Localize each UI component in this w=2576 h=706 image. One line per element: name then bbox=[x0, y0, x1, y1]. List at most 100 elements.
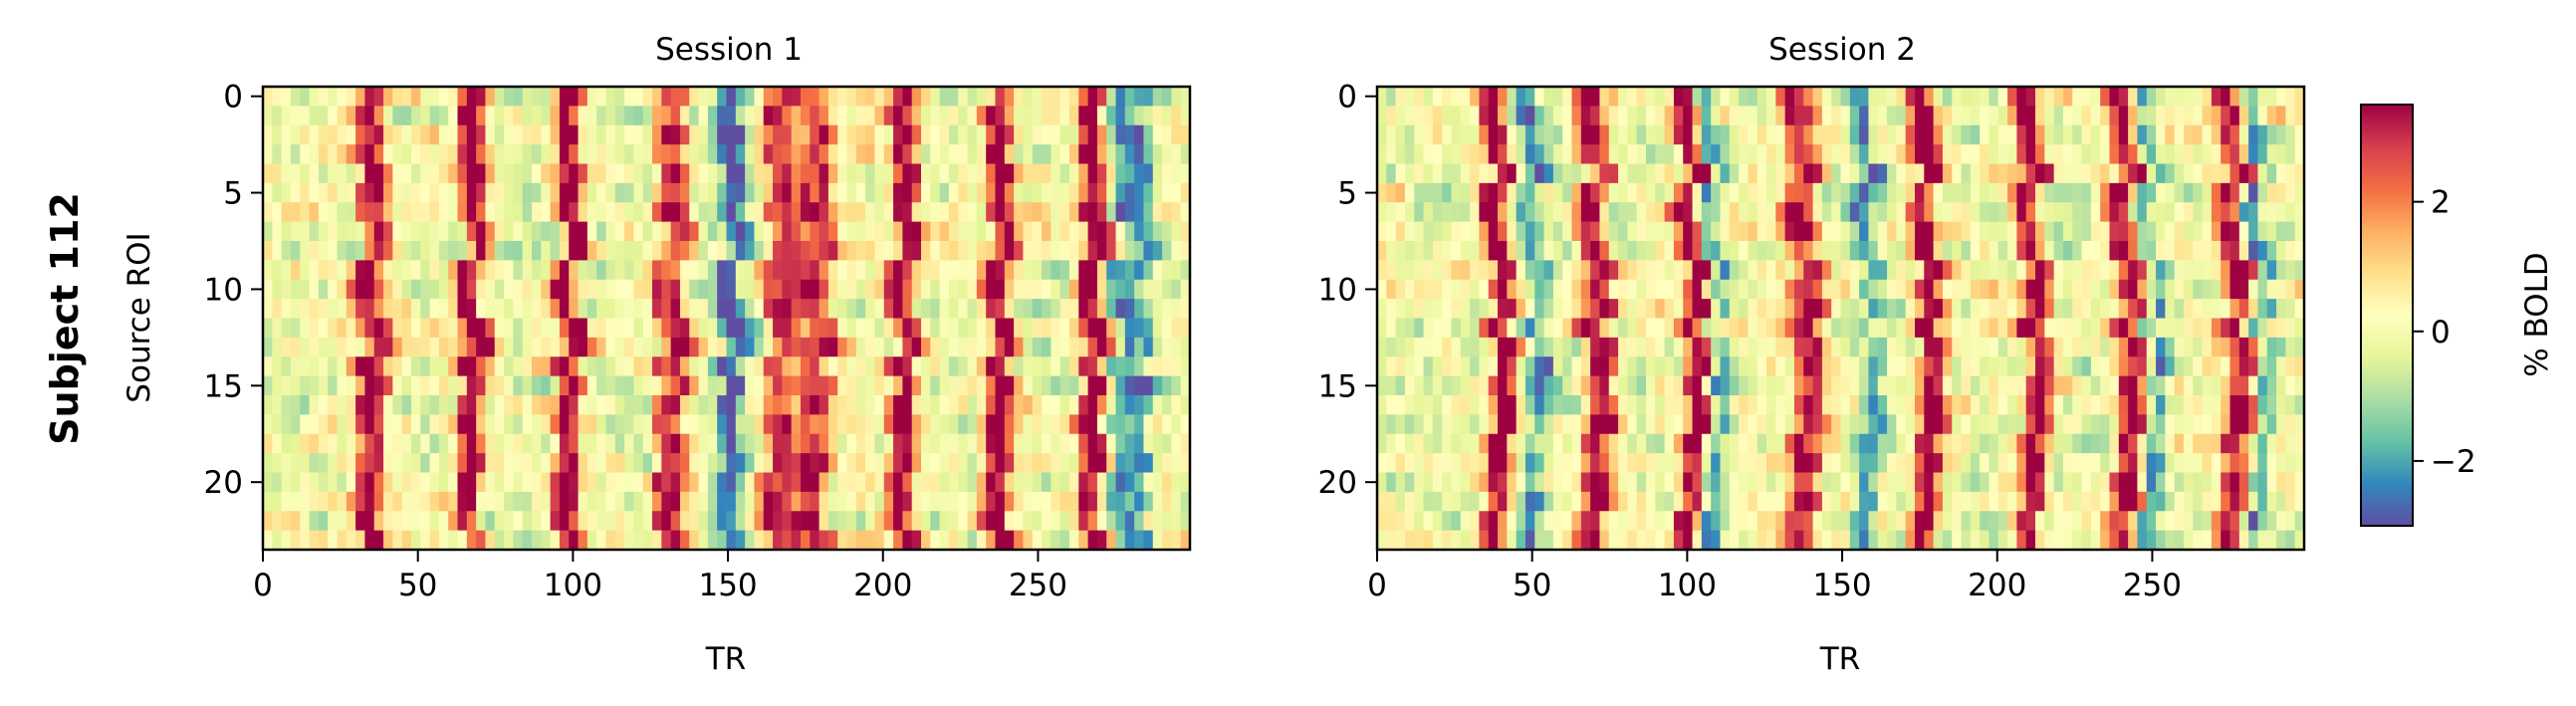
heatmap-cell bbox=[1701, 530, 1712, 551]
heatmap-cell bbox=[1171, 530, 1182, 551]
heatmap-cell bbox=[930, 106, 941, 126]
heatmap-cell bbox=[976, 337, 987, 357]
heatmap-cell bbox=[1152, 163, 1163, 184]
heatmap-cell bbox=[1664, 433, 1675, 454]
heatmap-cell bbox=[2193, 337, 2204, 357]
heatmap-cell bbox=[1552, 163, 1563, 184]
heatmap-cell bbox=[1106, 337, 1117, 357]
heatmap-cell bbox=[466, 241, 477, 261]
heatmap-cell bbox=[1386, 182, 1397, 203]
heatmap-cell bbox=[1599, 414, 1610, 435]
heatmap-cell bbox=[337, 453, 348, 474]
heatmap-cell bbox=[318, 491, 329, 512]
heatmap-cell bbox=[2090, 395, 2101, 415]
heatmap-cell bbox=[827, 433, 838, 454]
heatmap-cell bbox=[1784, 182, 1795, 203]
heatmap-cell bbox=[272, 395, 283, 415]
heatmap-cell bbox=[791, 395, 802, 415]
heatmap-cell bbox=[476, 375, 487, 396]
heatmap-cell bbox=[1590, 511, 1601, 532]
heatmap-cell bbox=[569, 241, 580, 261]
heatmap-cell bbox=[976, 124, 987, 145]
heatmap-cell bbox=[986, 144, 997, 165]
heatmap-cell bbox=[1498, 182, 1508, 203]
heatmap-cell bbox=[773, 279, 783, 300]
heatmap-cell bbox=[1664, 182, 1675, 203]
heatmap-cell bbox=[921, 124, 931, 145]
heatmap-cell bbox=[1171, 221, 1182, 242]
heatmap-cell bbox=[541, 260, 552, 281]
heatmap-cell bbox=[1516, 221, 1526, 242]
heatmap-cell bbox=[986, 124, 997, 145]
heatmap-cell bbox=[837, 299, 848, 320]
heatmap-cell bbox=[1766, 337, 1776, 357]
heatmap-cell bbox=[1395, 375, 1406, 396]
heatmap-cell bbox=[1534, 414, 1545, 435]
heatmap-cell bbox=[633, 337, 644, 357]
heatmap-cell bbox=[1414, 299, 1425, 320]
heatmap-cell bbox=[958, 318, 969, 339]
heatmap-cell bbox=[1812, 241, 1823, 261]
heatmap-cell bbox=[1980, 530, 1991, 551]
heatmap-cell bbox=[1756, 221, 1767, 242]
heatmap-cell bbox=[773, 414, 783, 435]
heatmap-cell bbox=[1821, 279, 1832, 300]
heatmap-cell bbox=[410, 241, 421, 261]
heatmap-cell bbox=[272, 163, 283, 184]
heatmap-cell bbox=[559, 414, 570, 435]
heatmap-cell bbox=[2202, 433, 2213, 454]
heatmap-cell bbox=[976, 414, 987, 435]
heatmap-cell bbox=[2276, 414, 2286, 435]
heatmap-cell bbox=[1793, 106, 1804, 126]
heatmap-cell bbox=[2072, 433, 2083, 454]
heatmap-cell bbox=[1849, 144, 1860, 165]
heatmap-cell bbox=[2137, 414, 2148, 435]
heatmap-cell bbox=[921, 241, 931, 261]
heatmap-cell bbox=[309, 260, 320, 281]
heatmap-cell bbox=[1924, 279, 1935, 300]
heatmap-cell bbox=[401, 530, 412, 551]
heatmap-cell bbox=[1868, 491, 1879, 512]
heatmap-cell bbox=[1877, 472, 1888, 493]
heatmap-cell bbox=[911, 144, 922, 165]
heatmap-cell bbox=[874, 279, 885, 300]
heatmap-cell bbox=[2128, 530, 2139, 551]
heatmap-cell bbox=[1618, 414, 1628, 435]
heatmap-cell bbox=[392, 395, 403, 415]
heatmap-cell bbox=[1106, 299, 1117, 320]
heatmap-cell bbox=[2221, 530, 2231, 551]
heatmap-cell bbox=[1562, 241, 1573, 261]
heatmap-cell bbox=[791, 163, 802, 184]
heatmap-cell bbox=[1023, 106, 1034, 126]
heatmap-cell bbox=[392, 318, 403, 339]
heatmap-cell bbox=[559, 472, 570, 493]
heatmap-cell bbox=[855, 414, 866, 435]
heatmap-cell bbox=[1793, 472, 1804, 493]
heatmap-cell bbox=[1784, 433, 1795, 454]
heatmap-cell bbox=[1014, 433, 1025, 454]
heatmap-cell bbox=[586, 375, 597, 396]
heatmap-cell bbox=[559, 318, 570, 339]
heatmap-cell bbox=[328, 433, 339, 454]
heatmap-cell bbox=[1534, 241, 1545, 261]
heatmap-cell bbox=[2257, 221, 2268, 242]
heatmap-cell bbox=[1096, 144, 1107, 165]
heatmap-cell bbox=[1498, 318, 1508, 339]
heatmap-cell bbox=[1051, 375, 1061, 396]
heatmap-cell bbox=[1803, 453, 1814, 474]
panel-title: Session 2 bbox=[1768, 32, 1916, 68]
heatmap-cell bbox=[698, 260, 709, 281]
heatmap-cell bbox=[707, 241, 718, 261]
heatmap-cell bbox=[1803, 299, 1814, 320]
heatmap-cell bbox=[328, 279, 339, 300]
heatmap-cell bbox=[485, 356, 496, 377]
heatmap-cell bbox=[2016, 337, 2027, 357]
heatmap-cell bbox=[1618, 279, 1628, 300]
heatmap-cell bbox=[1821, 221, 1832, 242]
heatmap-cell bbox=[1618, 318, 1628, 339]
heatmap-cell bbox=[559, 356, 570, 377]
heatmap-cell bbox=[392, 433, 403, 454]
heatmap-cell bbox=[569, 414, 580, 435]
heatmap-cell bbox=[364, 241, 375, 261]
heatmap-cell bbox=[410, 356, 421, 377]
